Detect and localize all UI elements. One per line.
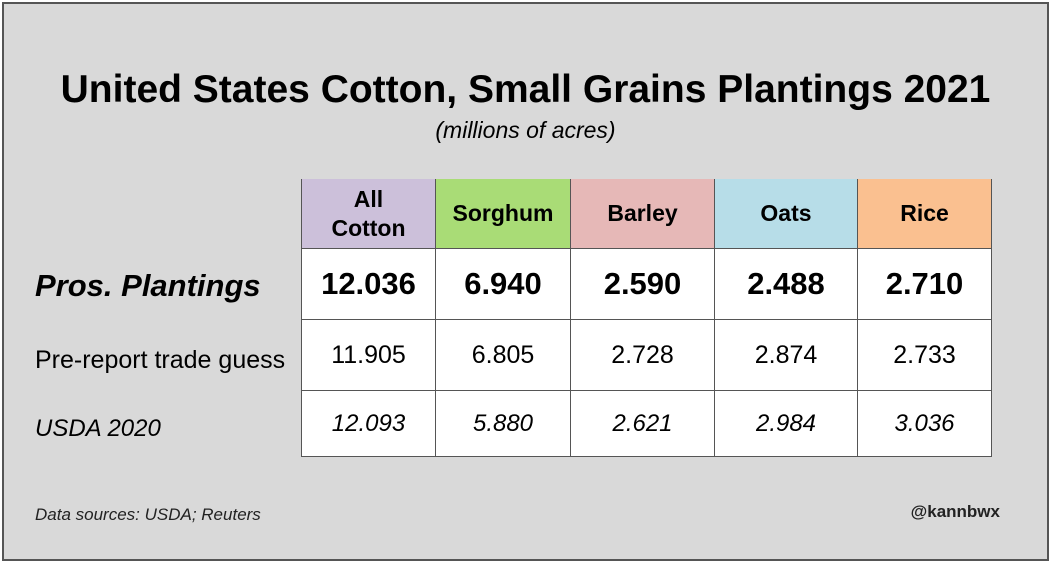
- cell-guess-rice: 2.733: [857, 319, 992, 391]
- cell-pros-oats: 2.488: [714, 248, 858, 320]
- cell-usda-all-cotton: 12.093: [301, 390, 436, 457]
- col-header-rice: Rice: [857, 179, 992, 249]
- row-label-pros-plantings: Pros. Plantings: [35, 268, 261, 303]
- data-table: All Cotton Sorghum Barley Oats Rice 12.0…: [301, 179, 992, 457]
- table-row-pros-plantings: 12.036 6.940 2.590 2.488 2.710: [301, 248, 992, 320]
- table-row-usda-2020: 12.093 5.880 2.621 2.984 3.036: [301, 390, 992, 457]
- chart-subtitle: (millions of acres): [435, 117, 616, 143]
- data-source-note: Data sources: USDA; Reuters: [35, 505, 261, 524]
- row-label-trade-guess: Pre-report trade guess: [35, 346, 286, 374]
- cell-guess-barley: 2.728: [570, 319, 715, 391]
- col-header-all-cotton: All Cotton: [301, 179, 436, 249]
- chart-title: United States Cotton, Small Grains Plant…: [60, 68, 991, 111]
- col-header-sorghum: Sorghum: [435, 179, 571, 249]
- cell-guess-oats: 2.874: [714, 319, 858, 391]
- cell-usda-oats: 2.984: [714, 390, 858, 457]
- cell-guess-all-cotton: 11.905: [301, 319, 436, 391]
- cell-usda-rice: 3.036: [857, 390, 992, 457]
- cell-usda-barley: 2.621: [570, 390, 715, 457]
- cell-pros-sorghum: 6.940: [435, 248, 571, 320]
- cell-guess-sorghum: 6.805: [435, 319, 571, 391]
- cell-pros-barley: 2.590: [570, 248, 715, 320]
- header-row: All Cotton Sorghum Barley Oats Rice: [301, 179, 992, 249]
- col-header-barley: Barley: [570, 179, 715, 249]
- col-header-oats: Oats: [714, 179, 858, 249]
- col-header-all-cotton-line2: Cotton: [331, 214, 406, 241]
- col-header-all-cotton-line1: All: [353, 185, 384, 212]
- cell-pros-rice: 2.710: [857, 248, 992, 320]
- cell-usda-sorghum: 5.880: [435, 390, 571, 457]
- table-row-trade-guess: 11.905 6.805 2.728 2.874 2.733: [301, 319, 992, 391]
- cell-pros-all-cotton: 12.036: [301, 248, 436, 320]
- row-label-usda-2020: USDA 2020: [35, 415, 161, 442]
- author-handle: @kannbwx: [910, 502, 1000, 521]
